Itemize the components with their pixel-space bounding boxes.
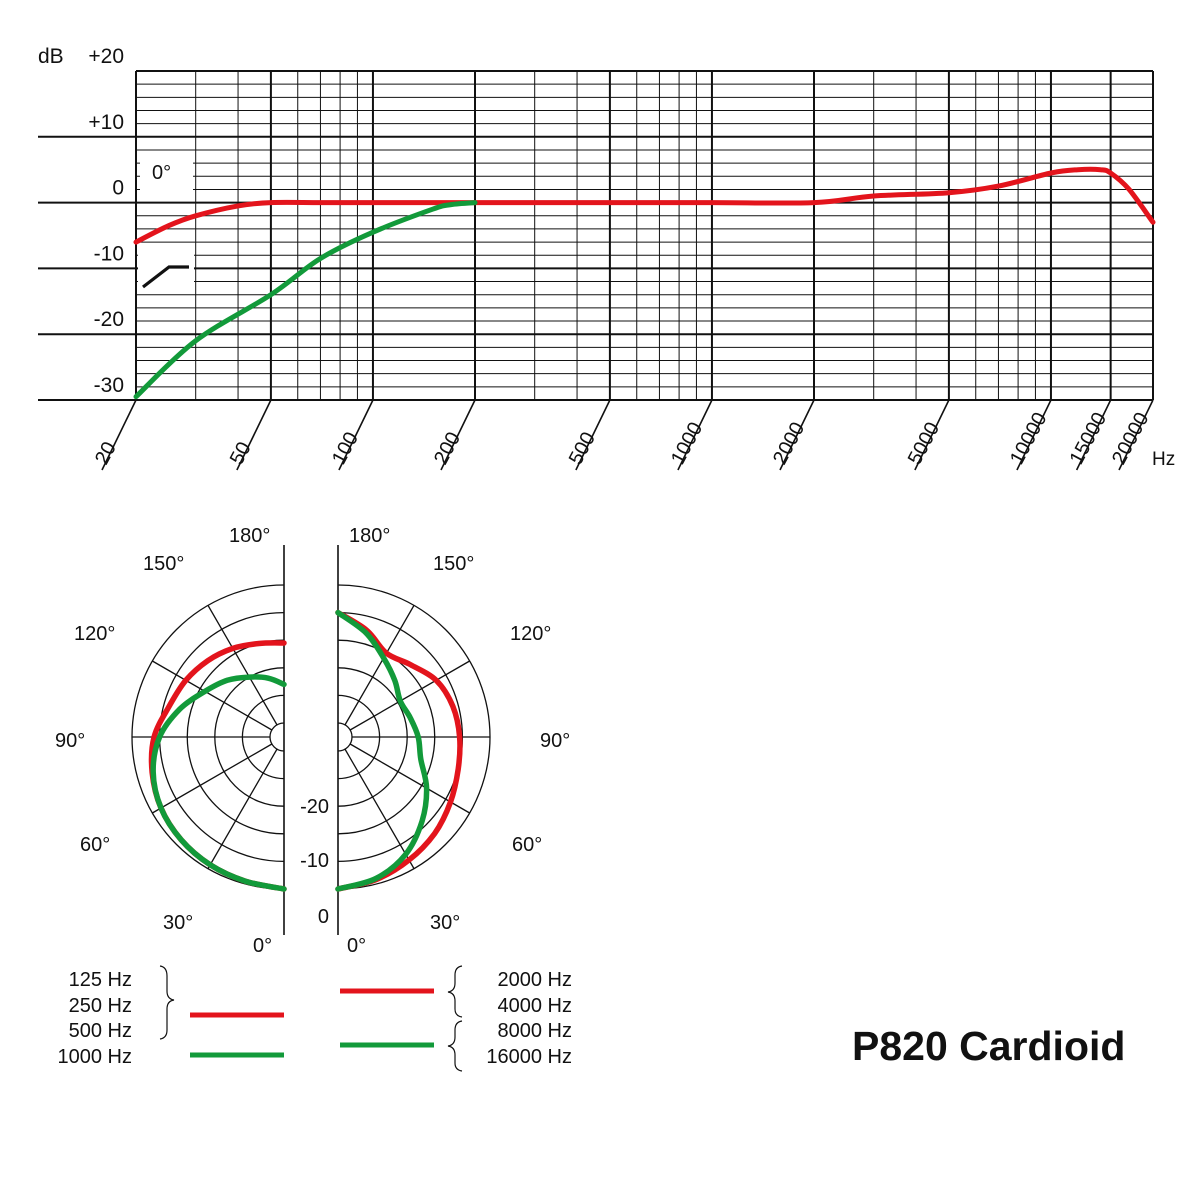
fr-x-tick-label: 1000 bbox=[667, 419, 707, 469]
polar-radial-label: 0 bbox=[318, 906, 329, 928]
fr-grid bbox=[38, 70, 1154, 471]
legend-right-bracket-1 bbox=[447, 965, 463, 1018]
polar-angle-label: 30° bbox=[430, 912, 460, 934]
fr-x-tick-label: 20000 bbox=[1108, 409, 1154, 468]
polar-angle-label: 30° bbox=[163, 912, 193, 934]
legend-left-bracket bbox=[159, 965, 175, 1040]
polar-center bbox=[269, 722, 285, 752]
low-cut-filter-icon bbox=[142, 265, 189, 289]
fr-series-line bbox=[133, 166, 1156, 245]
fr-x-tick bbox=[779, 399, 815, 471]
legend-left-label: 500 Hz bbox=[69, 1020, 132, 1042]
legend-right-label: 8000 Hz bbox=[498, 1020, 573, 1042]
polar-angle-label: 120° bbox=[510, 623, 551, 645]
legend: 125 Hz 250 Hz 500 Hz 1000 Hz 2000 Hz 4000 Hz… bbox=[58, 965, 573, 1072]
fr-series bbox=[133, 166, 1156, 400]
legend-left: 125 Hz 250 Hz 500 Hz 1000 Hz bbox=[58, 965, 284, 1068]
legend-left-label: 125 Hz bbox=[69, 969, 132, 991]
polar-center bbox=[337, 722, 353, 752]
fr-x-tick-label: 10000 bbox=[1006, 409, 1052, 468]
polar-series-line bbox=[150, 674, 287, 892]
fr-x-tick bbox=[338, 399, 374, 471]
fr-x-tick-label: 200 bbox=[430, 429, 465, 469]
fr-y-tick-labels: +20 +10 0 -10 -20 -30 bbox=[88, 45, 124, 397]
legend-left-label: 250 Hz bbox=[69, 995, 132, 1017]
low-cut-icon-bg bbox=[138, 254, 194, 294]
polar-pattern-chart: 0° 30° 60° 90° 120° 150° 180° 0° 30° 60° 90° 120° 15… bbox=[55, 525, 570, 957]
polar-spoke bbox=[152, 660, 273, 731]
polar-series-line bbox=[335, 609, 463, 892]
legend-right-label: 4000 Hz bbox=[498, 995, 573, 1017]
fr-x-tick bbox=[677, 399, 713, 471]
polar-spoke bbox=[344, 748, 415, 869]
polar-angle-label: 60° bbox=[512, 834, 542, 856]
polar-angle-label: 60° bbox=[80, 834, 110, 856]
fr-x-tick bbox=[236, 399, 272, 471]
polar-angle-label: 180° bbox=[229, 525, 270, 547]
polar-spoke bbox=[344, 605, 415, 726]
polar-angle-label: 0° bbox=[253, 935, 272, 957]
fr-y-tick-label: 0 bbox=[112, 177, 124, 200]
fr-y-axis-label: dB bbox=[38, 45, 64, 68]
polar-spoke bbox=[207, 748, 278, 869]
polar-series bbox=[148, 609, 463, 892]
polar-angle-label: 0° bbox=[347, 935, 366, 957]
fr-x-tick-label: 2000 bbox=[769, 419, 809, 469]
fr-x-tick bbox=[914, 399, 950, 471]
fr-series-line bbox=[133, 200, 478, 400]
frequency-response-chart: +20 +10 0 -10 -20 -30 20 50 100 200 500 1000 2000 50… bbox=[38, 45, 1175, 471]
polar-angle-label: 120° bbox=[74, 623, 115, 645]
polar-spoke bbox=[349, 660, 470, 731]
fr-x-axis-label: Hz bbox=[1152, 449, 1175, 470]
legend-right-label: 16000 Hz bbox=[486, 1046, 572, 1068]
product-title: P820 Cardioid bbox=[852, 1023, 1125, 1069]
fr-x-tick bbox=[575, 399, 611, 471]
fr-annotation-box bbox=[140, 151, 193, 191]
polar-radial-label: -10 bbox=[300, 850, 329, 872]
fr-y-tick-label: -30 bbox=[94, 374, 124, 397]
fr-x-tick bbox=[1075, 399, 1112, 471]
polar-series-line bbox=[335, 609, 430, 892]
fr-x-tick bbox=[1016, 399, 1052, 471]
legend-right: 2000 Hz 4000 Hz 8000 Hz 16000 Hz bbox=[340, 965, 573, 1072]
fr-x-tick-label: 5000 bbox=[904, 419, 944, 469]
polar-radial-label: -20 bbox=[300, 796, 329, 818]
fr-x-tick bbox=[101, 399, 137, 471]
polar-labels: 0° 30° 60° 90° 120° 150° 180° 0° 30° 60° 90° 120° 15… bbox=[55, 525, 570, 957]
fr-x-tick-label: 500 bbox=[565, 429, 600, 469]
fr-y-tick-label: -10 bbox=[94, 242, 124, 265]
fr-y-tick-label: -20 bbox=[94, 308, 124, 331]
fr-x-tick-label: 100 bbox=[328, 429, 363, 469]
polar-spoke bbox=[207, 605, 278, 726]
fr-y-tick-label: +10 bbox=[88, 111, 124, 134]
fr-x-tick-label: 15000 bbox=[1066, 409, 1112, 468]
polar-angle-label: 180° bbox=[349, 525, 390, 547]
polar-angle-label: 150° bbox=[143, 553, 184, 575]
fr-y-tick-label: +20 bbox=[88, 45, 124, 68]
fr-x-tick bbox=[1118, 399, 1154, 471]
polar-angle-label: 90° bbox=[55, 730, 85, 752]
fr-annotation-angle: 0° bbox=[152, 162, 171, 184]
legend-right-bracket-2 bbox=[447, 1020, 463, 1072]
fr-x-tick bbox=[440, 399, 476, 471]
polar-angle-label: 90° bbox=[540, 730, 570, 752]
polar-angle-label: 150° bbox=[433, 553, 474, 575]
polar-grid bbox=[131, 545, 491, 935]
legend-left-label: 1000 Hz bbox=[58, 1046, 133, 1068]
fr-x-tick-label: 20 bbox=[91, 438, 121, 468]
fr-x-tick-label: 50 bbox=[226, 438, 256, 468]
legend-right-label: 2000 Hz bbox=[498, 969, 573, 991]
polar-spoke bbox=[152, 743, 273, 814]
